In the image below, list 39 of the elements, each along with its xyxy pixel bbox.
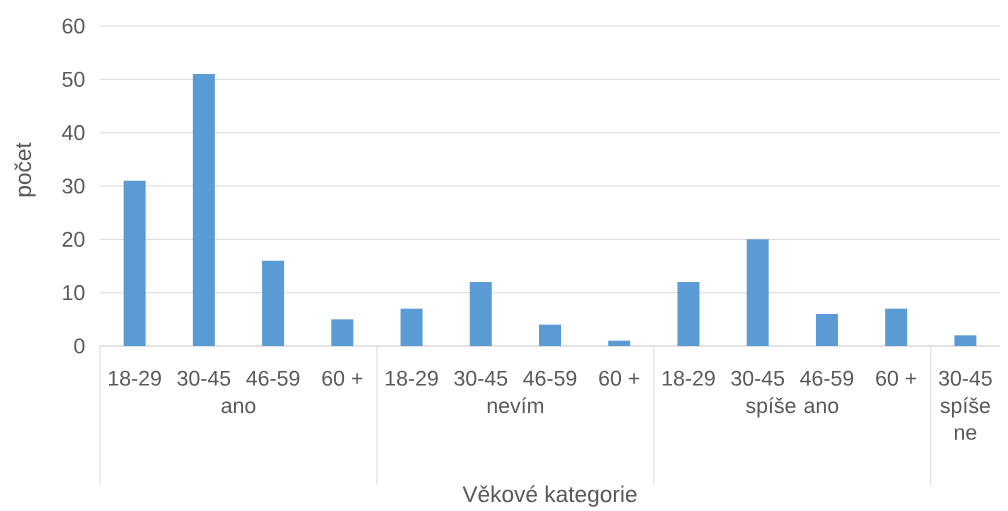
x-tick-label: 30-45 bbox=[454, 370, 508, 386]
text: ano bbox=[221, 401, 256, 414]
x-tick-label: 60 + bbox=[599, 370, 640, 386]
bar bbox=[331, 319, 354, 346]
text: nevím bbox=[487, 397, 544, 414]
x-tick-label: 60 + bbox=[876, 370, 917, 386]
x-tick-label: 46-59 bbox=[246, 370, 300, 386]
bar bbox=[885, 308, 908, 346]
bar bbox=[539, 324, 561, 346]
bar bbox=[677, 282, 700, 346]
text: spíše ano bbox=[746, 397, 839, 418]
x-tick-label: 18-29 bbox=[385, 370, 438, 386]
x-tick-label: 30-45 bbox=[177, 370, 231, 386]
bar bbox=[746, 239, 769, 346]
x-tick-label: 46-59 bbox=[800, 370, 854, 386]
y-tick-label: 30 bbox=[62, 178, 85, 194]
x-tick-label: 30-45 bbox=[731, 370, 785, 386]
bar bbox=[192, 74, 215, 346]
bar bbox=[262, 260, 285, 346]
text: spíše ne bbox=[940, 397, 990, 440]
bar bbox=[954, 335, 977, 346]
bar bbox=[608, 340, 631, 346]
bar bbox=[400, 308, 423, 346]
bar bbox=[469, 282, 492, 346]
y-tick-label: 60 bbox=[62, 18, 85, 34]
y-tick-label: 20 bbox=[62, 231, 85, 247]
x-tick-label: 18-29 bbox=[662, 370, 715, 386]
y-tick-label: 50 bbox=[62, 71, 85, 87]
bar bbox=[123, 180, 146, 346]
x-tick-label: 30-45 bbox=[938, 370, 992, 386]
x-tick-label: 60 + bbox=[322, 370, 363, 386]
bar bbox=[815, 314, 838, 346]
y-tick-label: 0 bbox=[74, 338, 85, 354]
y-tick-label: 40 bbox=[62, 125, 85, 141]
x-tick-label: 18-29 bbox=[108, 370, 161, 386]
y-axis-title: počet bbox=[14, 142, 36, 197]
x-tick-label: 46-59 bbox=[523, 370, 577, 386]
y-tick-label: 10 bbox=[63, 285, 85, 301]
x-axis-title: Věkové kategorie bbox=[462, 485, 637, 507]
